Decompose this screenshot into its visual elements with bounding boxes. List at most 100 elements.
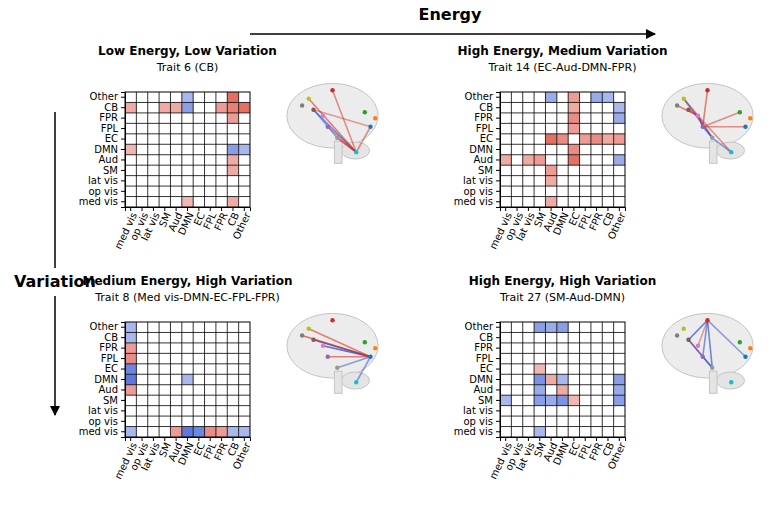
brain-node <box>696 344 700 348</box>
tick: Other <box>231 207 253 241</box>
grid-line <box>500 144 625 145</box>
tick-label: lat vis <box>139 441 162 473</box>
brain-node <box>321 344 325 348</box>
panel-title: Medium Energy, High Variation <box>83 274 293 288</box>
grid <box>125 322 250 437</box>
tick-mark <box>619 207 620 211</box>
tick: lat vis <box>463 175 500 186</box>
grid-line <box>500 395 625 396</box>
tick: Other <box>465 91 500 102</box>
brain-node <box>701 125 705 129</box>
tick: EC <box>105 363 125 374</box>
tick-label: FPL <box>101 123 119 134</box>
cell <box>534 395 545 405</box>
cell <box>227 427 238 437</box>
panel-title: Low Energy, Low Variation <box>98 44 277 58</box>
cell <box>125 364 136 374</box>
tick-mark <box>496 107 500 108</box>
grid-line <box>500 426 625 427</box>
cell <box>614 102 625 112</box>
brain-node <box>363 110 367 114</box>
grid-line <box>500 154 625 155</box>
plot-background <box>125 92 250 207</box>
grid-line <box>579 322 580 437</box>
grid-line <box>500 332 625 333</box>
tick: med vis <box>79 426 125 437</box>
tick-mark <box>619 437 620 441</box>
grid-line <box>500 384 625 385</box>
axis-line <box>126 208 251 212</box>
tick-label: Other <box>606 210 628 241</box>
grid-line <box>125 144 250 145</box>
cell <box>534 322 545 332</box>
tick: lat vis <box>463 405 500 416</box>
tick-mark <box>130 437 131 441</box>
tick: DMN <box>94 374 125 385</box>
cell <box>534 374 545 384</box>
tick-mark <box>121 400 125 401</box>
y-axis: med visop vislat visSMAudDMNECFPLFPRCBOt… <box>79 321 126 437</box>
tick-mark <box>121 139 125 140</box>
x-axis: med visop vislat visSMAudDMNECFPLFPRCBOt… <box>112 437 253 481</box>
cells <box>500 92 625 207</box>
grid-line <box>125 353 250 354</box>
brain-link <box>708 320 713 368</box>
cell <box>534 427 545 437</box>
tick-label: EC <box>480 363 493 374</box>
tick-mark <box>551 207 552 211</box>
grid-line <box>125 196 250 197</box>
tick-mark <box>496 348 500 349</box>
grid-line <box>125 102 250 103</box>
tick: Other <box>90 91 125 102</box>
brain-stem <box>709 371 717 393</box>
tick-label: Other <box>90 321 119 332</box>
figure: EnergyVariationLow Energy, Low Variation… <box>0 0 772 528</box>
plot-background <box>500 92 625 207</box>
cell <box>239 427 250 437</box>
tick-label: SM <box>478 165 493 176</box>
tick-label: Aud <box>98 384 118 395</box>
tick-mark <box>121 358 125 359</box>
cell <box>614 113 625 123</box>
panel-subtitle: Trait 6 (CB) <box>156 61 219 74</box>
tick-mark <box>573 437 574 441</box>
tick-mark <box>121 369 125 370</box>
cell <box>614 385 625 395</box>
grid-line <box>125 416 250 417</box>
cell <box>182 92 193 102</box>
tick: Aud <box>473 384 500 395</box>
tick-mark <box>596 207 597 211</box>
brain-link <box>337 357 370 368</box>
grid-line <box>193 322 194 437</box>
panel-subtitle: Trait 8 (Med vis-DMN-EC-FPL-FPR) <box>94 291 280 304</box>
brain-link <box>698 320 708 346</box>
brain-node <box>368 355 372 359</box>
brain-glyph <box>662 313 753 393</box>
tick: DMN <box>469 144 500 155</box>
grid-line <box>193 92 194 207</box>
cell <box>545 322 556 332</box>
tick-label: FPR <box>99 112 118 123</box>
grid-line <box>238 92 239 207</box>
axis-line <box>496 323 501 438</box>
tick: FPR <box>99 342 125 353</box>
brain-node <box>743 355 747 359</box>
grid-line <box>556 92 557 207</box>
tick-label: FPR <box>474 342 493 353</box>
brain-node <box>373 116 377 120</box>
tick-mark <box>496 97 500 98</box>
cell <box>182 427 193 437</box>
cell <box>568 113 579 123</box>
tick-label: FPR <box>474 112 493 123</box>
tick-mark <box>496 159 500 160</box>
cell <box>227 197 238 207</box>
cell <box>182 102 193 112</box>
tick-label: DMN <box>94 374 118 385</box>
brain-node <box>743 125 747 129</box>
tick-mark <box>121 149 125 150</box>
tick-label: EC <box>105 133 118 144</box>
grid-line <box>534 322 535 437</box>
tick: Other <box>606 207 628 241</box>
tick-mark <box>176 207 177 211</box>
brain-node <box>686 108 690 112</box>
